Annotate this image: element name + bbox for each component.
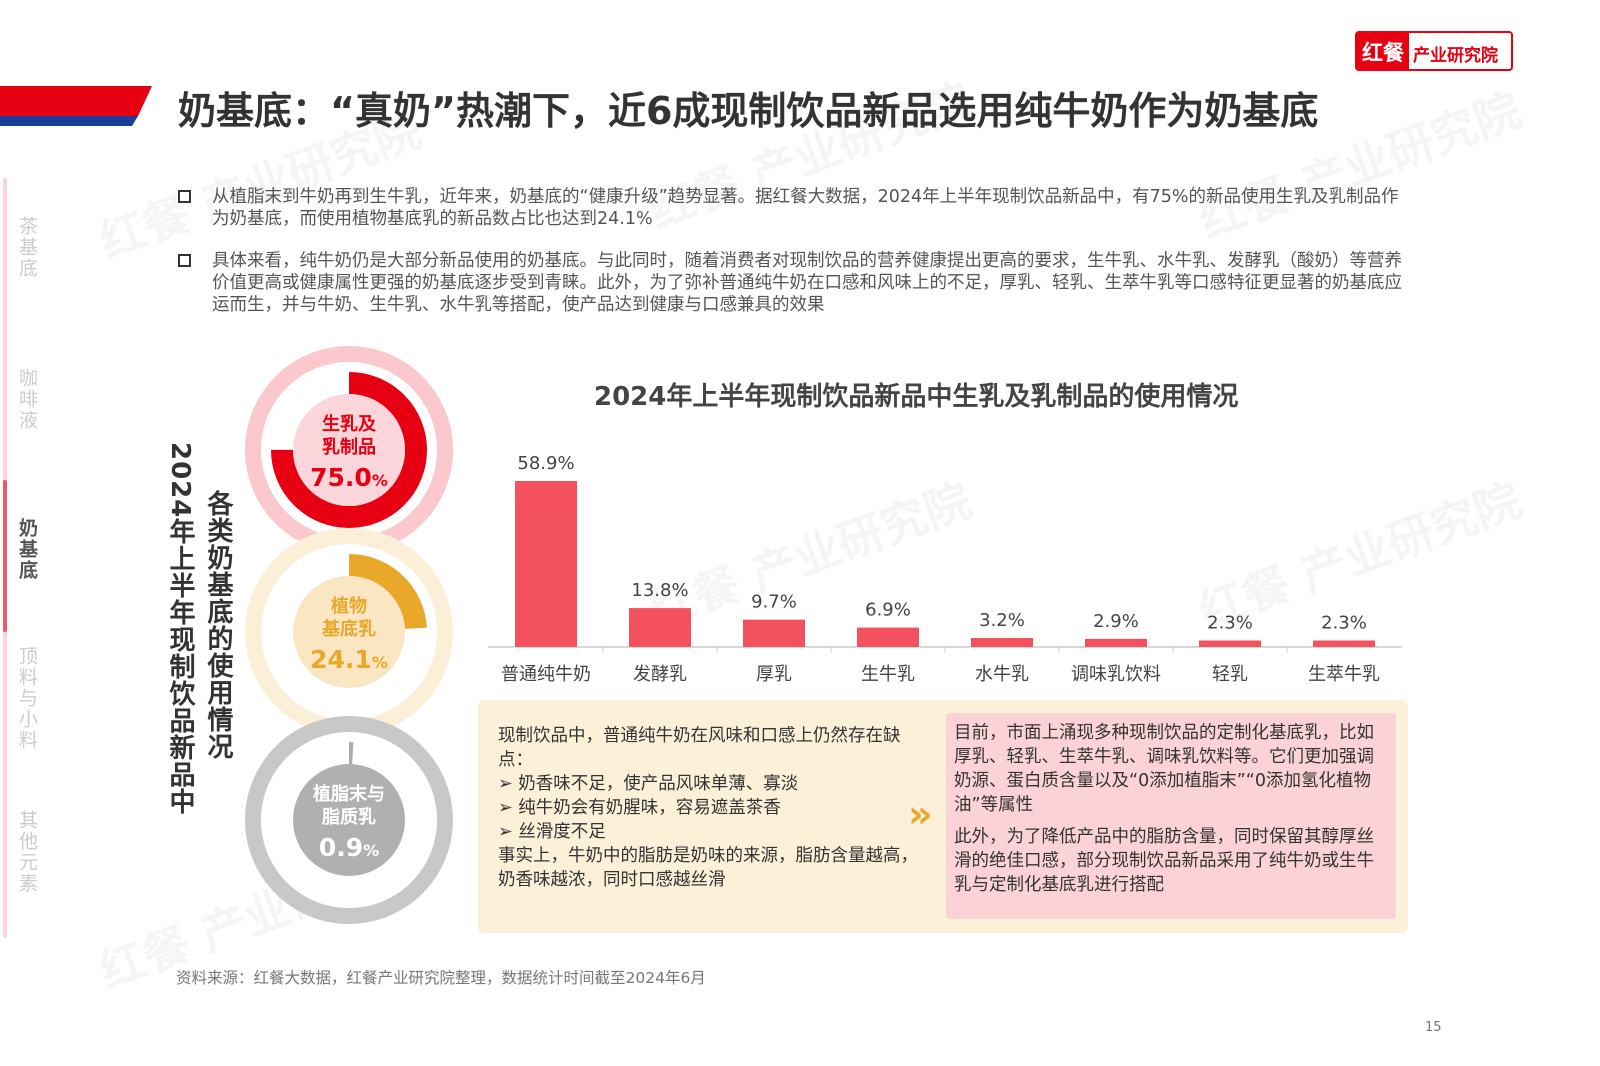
bar-value-label: 6.9% — [865, 600, 911, 621]
note-point: ➢ 纯牛奶会有奶腥味，容易遮盖茶香 — [498, 798, 781, 818]
page-title: 奶基底：“真奶”热潮下，近6成现制饮品新品选用纯牛奶作为奶基底 — [178, 89, 1319, 133]
bar-value-label: 58.9% — [517, 453, 574, 474]
source-note: 资料来源：红餐大数据，红餐产业研究院整理，数据统计时间截至2024年6月 — [176, 969, 706, 987]
donut-slice — [271, 372, 427, 528]
x-tick-label: 厚乳 — [756, 664, 792, 685]
x-tick-label: 水牛乳 — [975, 664, 1029, 685]
bar-value-label: 9.7% — [751, 592, 797, 613]
right-note: 目前，市面上涌现多种现制饮品的定制化基底乳，比如厚乳、轻乳、生萃牛乳、调味乳饮料… — [946, 713, 1396, 919]
donut-value: 75.0% — [310, 463, 388, 492]
donut-slice — [271, 742, 427, 898]
x-tick-label: 轻乳 — [1212, 664, 1248, 685]
x-tick-label: 生牛乳 — [861, 664, 915, 685]
chart-title: 2024年上半年现制饮品新品中生乳及乳制品的使用情况 — [594, 382, 1239, 412]
bar-value-label: 2.3% — [1321, 613, 1367, 634]
donut-title-line2: 各类奶基底的使用情况 — [203, 490, 233, 760]
donut-label: 脂质乳 — [322, 807, 376, 828]
bar-value-label: 2.9% — [1093, 611, 1139, 632]
side-nav-item[interactable]: 顶料与小料 — [16, 646, 38, 751]
donut-slice — [271, 554, 427, 710]
x-tick-label: 普通纯牛奶 — [501, 664, 591, 685]
bar-value-label: 13.8% — [631, 580, 688, 601]
donut-center — [293, 764, 405, 876]
bar — [971, 637, 1033, 647]
logo: 红餐 产业研究院 — [1355, 31, 1513, 71]
bar-chart: 58.9% 普通纯牛奶 13.8% 发酵乳 9.7% 厚乳 6.9% 生牛乳 3.2% 水牛乳 2.… — [488, 453, 1402, 685]
donut-title-line1: 2024年上半年现制饮品新品中 — [165, 442, 195, 816]
donut-center — [293, 394, 405, 506]
bullet-item: 从植脂末到牛奶再到生牛乳，近年来，奶基底的“健康升级”趋势显著。据红餐大数据，2… — [178, 186, 1408, 230]
side-nav-item[interactable]: 其他元素 — [16, 810, 38, 894]
bar — [1313, 640, 1375, 647]
title-stripe — [0, 86, 152, 126]
side-nav-item-active[interactable]: 奶基底 — [16, 518, 38, 581]
x-tick-label: 调味乳饮料 — [1071, 664, 1161, 685]
bar — [743, 619, 805, 647]
bar-value-label: 3.2% — [979, 610, 1025, 631]
double-chevron-icon: » — [908, 792, 933, 836]
donut-label: 生乳及 — [322, 413, 377, 435]
x-tick-label: 生萃牛乳 — [1308, 664, 1380, 685]
bar — [515, 481, 577, 647]
donut-ring — [245, 716, 453, 924]
note-point: ➢ 丝滑度不足 — [498, 822, 606, 842]
bar-value-label: 2.3% — [1207, 613, 1253, 634]
bar — [1199, 640, 1261, 647]
bar — [857, 627, 919, 647]
side-nav-item[interactable]: 咖啡液 — [16, 368, 38, 431]
side-nav-indicator — [3, 480, 7, 632]
side-nav-item[interactable]: 茶基底 — [16, 216, 38, 279]
donut-center — [293, 576, 405, 688]
donut-label: 植脂末与 — [313, 783, 385, 805]
bar — [629, 608, 691, 647]
square-bullet-icon — [178, 254, 191, 267]
bullet-item: 具体来看，纯牛奶仍是大部分新品使用的奶基底。与此同时，随着消费者对现制饮品的营养… — [178, 250, 1408, 316]
square-bullet-icon — [178, 190, 191, 203]
left-note: 现制饮品中，普通纯牛奶在风味和口感上仍然存在缺点： ➢ 奶香味不足，使产品风味单… — [498, 726, 918, 890]
bar — [1085, 638, 1147, 647]
donut-label: 乳制品 — [322, 437, 376, 458]
donut-label: 基底乳 — [321, 618, 376, 640]
page-number: 15 — [1425, 1020, 1442, 1035]
donut-label: 植物 — [331, 595, 367, 617]
x-tick-label: 发酵乳 — [633, 664, 687, 685]
note-point: ➢ 奶香味不足，使产品风味单薄、寡淡 — [498, 774, 799, 794]
